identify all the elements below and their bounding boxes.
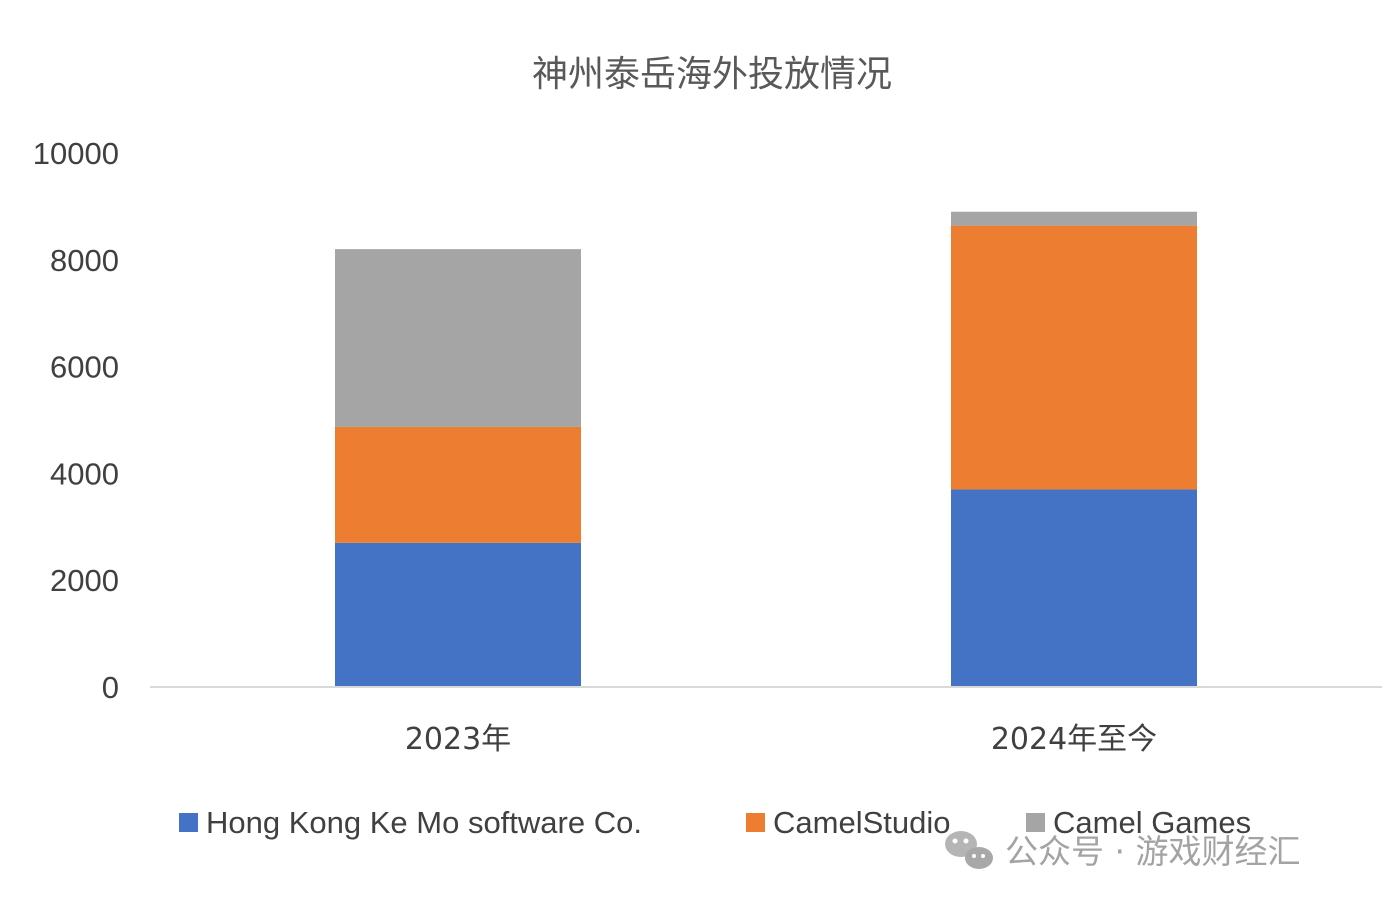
x-tick-label: 2023年	[405, 722, 511, 757]
y-tick-label: 0	[102, 670, 119, 705]
legend-label: CamelStudio	[773, 805, 950, 840]
bars	[335, 211, 1197, 687]
bar-hong-kong-ke-mo-software-co-0	[335, 542, 581, 687]
y-axis-ticks: 0 2000 4000 6000 8000 10000	[33, 136, 119, 705]
legend-swatch	[1026, 813, 1045, 832]
chart-title: 神州泰岳海外投放情况	[532, 54, 892, 95]
legend-label: Camel Games	[1053, 805, 1251, 840]
wechat-icon	[945, 831, 993, 869]
bar-camelstudio-1	[951, 225, 1197, 490]
bar-camel-games-1	[951, 211, 1197, 226]
y-tick-label: 6000	[50, 350, 119, 385]
y-tick-label: 10000	[33, 136, 119, 171]
x-axis-labels: 2023年 2024年至今	[405, 722, 1157, 757]
watermark-text: 公众号 · 游戏财经汇	[1005, 832, 1300, 871]
y-tick-label: 2000	[50, 563, 119, 598]
y-tick-label: 4000	[50, 456, 119, 491]
legend-swatch	[179, 813, 198, 832]
legend-label: Hong Kong Ke Mo software Co.	[206, 805, 642, 840]
legend: Hong Kong Ke Mo software Co. CamelStudio C…	[179, 805, 1251, 840]
bar-camel-games-0	[335, 249, 581, 427]
x-tick-label: 2024年至今	[991, 722, 1157, 757]
bar-camelstudio-0	[335, 426, 581, 543]
bar-hong-kong-ke-mo-software-co-1	[951, 489, 1197, 687]
watermark: 公众号 · 游戏财经汇	[945, 831, 1300, 871]
legend-swatch	[746, 813, 765, 832]
y-tick-label: 8000	[50, 243, 119, 278]
